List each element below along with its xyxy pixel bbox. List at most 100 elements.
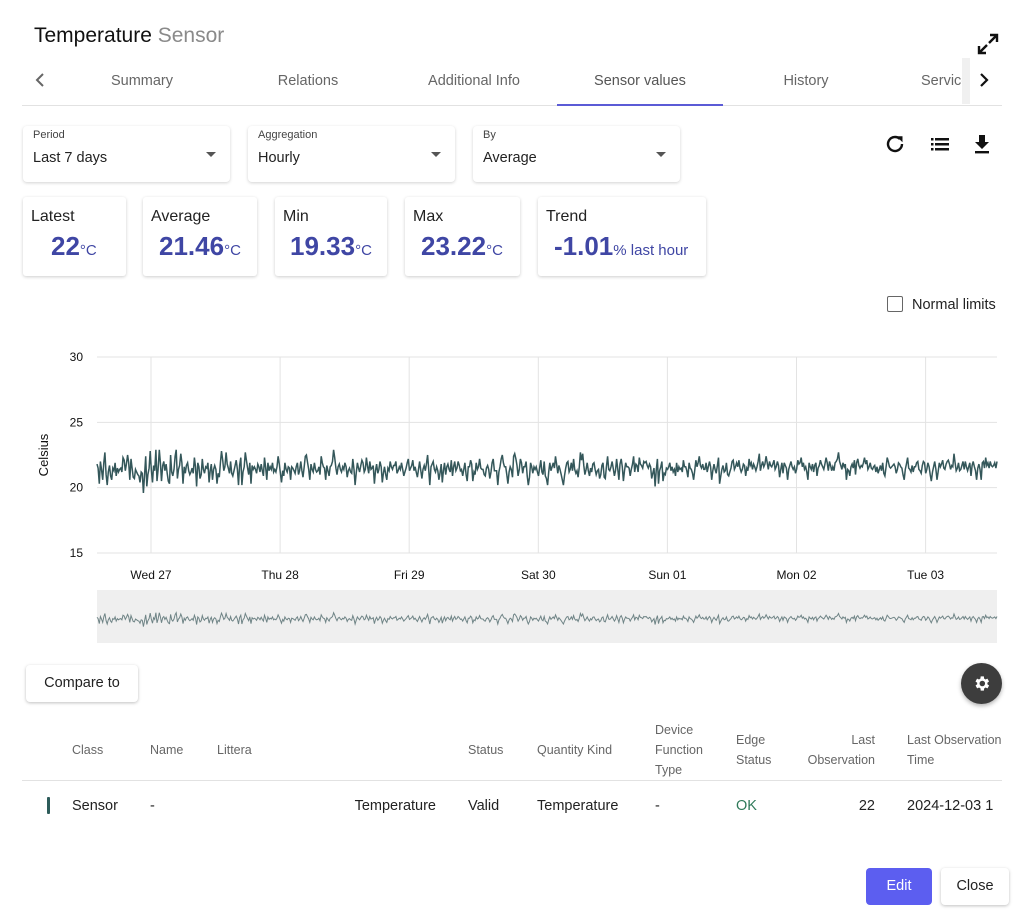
title-subtitle: Sensor (157, 24, 225, 47)
caret-down-icon (656, 152, 666, 157)
temperature-chart: 15 20 25 30 Wed 27 Thu 28 Fri 29 Sat 30 Sun 01 M… (36, 350, 998, 643)
stat-unit: % last hour (613, 242, 689, 259)
page-title: Temperature Sensor (34, 24, 224, 48)
stat-label: Average (151, 208, 211, 225)
chevron-right-icon[interactable] (972, 70, 996, 95)
x-tick-label: Thu 28 (261, 568, 299, 582)
stat-value: 21.46°C (159, 231, 241, 262)
settings-button[interactable] (961, 663, 1002, 704)
tab-summary[interactable]: Summary (110, 73, 174, 89)
tab-additional-info[interactable]: Additional Info (428, 73, 520, 89)
y-tick-label: 25 (70, 415, 84, 429)
column-header[interactable]: Quantity Kind (537, 743, 613, 757)
stat-unit: °C (224, 242, 241, 259)
download-icon[interactable] (970, 132, 994, 156)
tab-bar: Summary Relations Additional Info Sensor… (22, 58, 1002, 106)
cell-last-observation: 22 (858, 798, 875, 814)
y-tick-label: 20 (70, 481, 84, 495)
x-tick-label: Sat 30 (521, 568, 556, 582)
active-tab-indicator (557, 104, 723, 106)
observations-table: Class Name Littera Status Quantity Kind … (22, 720, 1002, 830)
normal-limits-checkbox[interactable] (887, 296, 903, 312)
column-header[interactable]: Status (468, 743, 504, 757)
x-tick-label: Mon 02 (776, 568, 816, 582)
y-tick-label: 15 (70, 546, 84, 560)
column-header[interactable]: Last Observation Time (907, 733, 1002, 767)
cell-device-function-type: - (655, 798, 660, 814)
navigator-line (96, 611, 998, 627)
navigator-background[interactable] (97, 590, 997, 643)
chevron-left-icon[interactable] (28, 70, 52, 95)
expand-icon[interactable] (976, 32, 1000, 56)
column-header[interactable]: Last Observation (807, 733, 875, 767)
x-tick-label: Wed 27 (130, 568, 171, 582)
cell-quantity-kind: Temperature (537, 798, 619, 814)
table-divider (22, 780, 1002, 781)
cell-last-observation-time: 2024-12-03 1 (907, 798, 994, 814)
tab-relations[interactable]: Relations (277, 73, 339, 89)
cell-name: - (150, 798, 155, 814)
stat-value: -1.01% last hour (554, 231, 688, 262)
column-header[interactable]: Littera (217, 743, 252, 757)
stat-trend: Trend -1.01% last hour (538, 197, 706, 276)
by-select[interactable]: By Average (473, 126, 680, 182)
cell-status: Valid (468, 798, 500, 814)
stat-unit: °C (79, 242, 97, 259)
row-status-marker (47, 797, 50, 814)
stat-unit: °C (355, 242, 372, 259)
stat-max: Max 23.22°C (405, 197, 520, 276)
caret-down-icon (206, 152, 216, 157)
column-header[interactable]: Class (72, 743, 104, 757)
title-main: Temperature (34, 24, 152, 47)
column-header[interactable]: Name (150, 743, 184, 757)
by-label: By (483, 129, 496, 141)
aggregation-value: Hourly (258, 150, 300, 166)
column-header[interactable]: Device Function Type (655, 723, 703, 777)
tab-sensor-values[interactable]: Sensor values (594, 73, 686, 89)
stat-label: Trend (546, 208, 588, 225)
tab-service[interactable]: Service (921, 73, 969, 89)
series-line (96, 449, 998, 493)
stat-label: Min (283, 208, 309, 225)
x-tick-label: Fri 29 (394, 568, 425, 582)
stat-number: 21.46 (159, 231, 225, 261)
period-select[interactable]: Period Last 7 days (23, 126, 230, 182)
stat-unit: °C (486, 242, 503, 259)
cell-edge-status: OK (736, 798, 757, 814)
close-button[interactable]: Close (941, 868, 1009, 905)
cell-class: Sensor (72, 798, 118, 814)
normal-limits-toggle[interactable]: Normal limits (887, 296, 996, 313)
caret-down-icon (431, 152, 441, 157)
stat-value: 22°C (51, 231, 97, 262)
period-label: Period (33, 129, 65, 141)
stat-average: Average 21.46°C (143, 197, 257, 276)
compare-to-button[interactable]: Compare to (26, 665, 138, 702)
stat-value: 23.22°C (421, 231, 503, 262)
stat-label: Max (413, 208, 444, 225)
gear-icon (975, 676, 990, 691)
stat-min: Min 19.33°C (275, 197, 387, 276)
column-header[interactable]: Edge Status (736, 733, 772, 767)
stat-number: -1.01 (554, 231, 614, 261)
stat-number: 23.22 (421, 231, 487, 261)
list-icon[interactable] (928, 132, 952, 156)
stat-number: 19.33 (290, 231, 356, 261)
refresh-icon[interactable] (883, 132, 907, 156)
y-tick-label: 30 (70, 350, 84, 364)
x-tick-label: Tue 03 (907, 568, 944, 582)
stat-value: 19.33°C (290, 231, 372, 262)
by-value: Average (483, 150, 537, 166)
stat-latest: Latest 22°C (23, 197, 126, 276)
normal-limits-label: Normal limits (912, 297, 996, 313)
stat-label: Latest (31, 208, 75, 225)
edit-button[interactable]: Edit (866, 868, 932, 905)
cell-littera: Temperature (354, 798, 436, 814)
y-axis-label: Celsius (36, 433, 51, 476)
x-tick-label: Sun 01 (648, 568, 686, 582)
stat-number: 22 (51, 231, 80, 261)
aggregation-label: Aggregation (258, 129, 318, 141)
tab-history[interactable]: History (783, 73, 829, 89)
aggregation-select[interactable]: Aggregation Hourly (248, 126, 455, 182)
period-value: Last 7 days (33, 150, 108, 166)
tab-scroll-edge (962, 58, 970, 104)
